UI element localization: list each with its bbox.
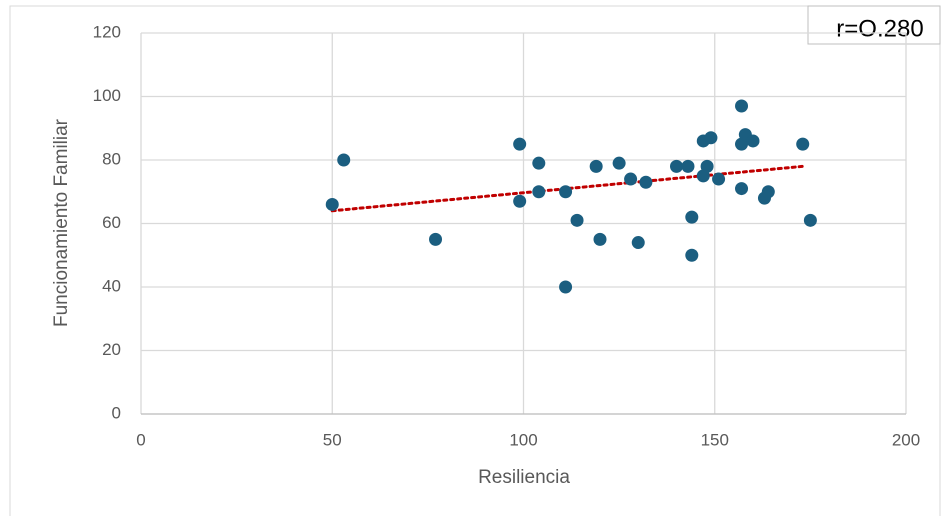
point bbox=[704, 131, 718, 145]
point bbox=[559, 280, 573, 294]
y-tick-label: 100 bbox=[93, 86, 121, 105]
x-axis-label: Resiliencia bbox=[478, 467, 570, 488]
y-tick-label: 20 bbox=[102, 340, 121, 359]
y-tick-label: 60 bbox=[102, 213, 121, 232]
point bbox=[325, 197, 339, 211]
point bbox=[589, 159, 603, 173]
x-tick-label: 100 bbox=[509, 430, 537, 449]
point bbox=[593, 232, 607, 246]
chart-border bbox=[9, 5, 941, 516]
point bbox=[670, 159, 683, 173]
point bbox=[513, 194, 527, 208]
trendline bbox=[330, 164, 805, 213]
point bbox=[712, 172, 726, 186]
y-tick-label: 40 bbox=[102, 276, 121, 295]
point bbox=[624, 172, 638, 186]
point bbox=[681, 159, 695, 173]
annotation: r=O.280 bbox=[836, 15, 923, 42]
point bbox=[803, 213, 817, 227]
point bbox=[735, 182, 749, 196]
point bbox=[612, 156, 626, 170]
y-axis-label: Funcionamiento Familiar bbox=[51, 118, 72, 327]
y-tick-label: 120 bbox=[93, 22, 121, 41]
point bbox=[700, 159, 714, 173]
point bbox=[513, 137, 527, 151]
point bbox=[735, 99, 749, 113]
x-tick-label: 0 bbox=[136, 430, 145, 449]
point bbox=[570, 213, 584, 227]
x-tick-label: 150 bbox=[701, 430, 729, 449]
point bbox=[685, 210, 699, 224]
point bbox=[337, 153, 351, 167]
point bbox=[429, 232, 443, 246]
point bbox=[631, 236, 645, 250]
point bbox=[761, 185, 775, 199]
x-tick-label: 50 bbox=[323, 430, 342, 449]
point bbox=[639, 175, 653, 189]
annotation-box bbox=[807, 5, 941, 45]
point bbox=[796, 137, 810, 151]
point bbox=[685, 248, 699, 262]
y-tick-label: 80 bbox=[102, 149, 121, 168]
point bbox=[559, 185, 573, 199]
y-tick-label: 0 bbox=[112, 403, 121, 422]
point bbox=[746, 134, 760, 148]
point bbox=[532, 185, 546, 199]
x-tick-label: 200 bbox=[892, 430, 920, 449]
point bbox=[532, 156, 546, 170]
